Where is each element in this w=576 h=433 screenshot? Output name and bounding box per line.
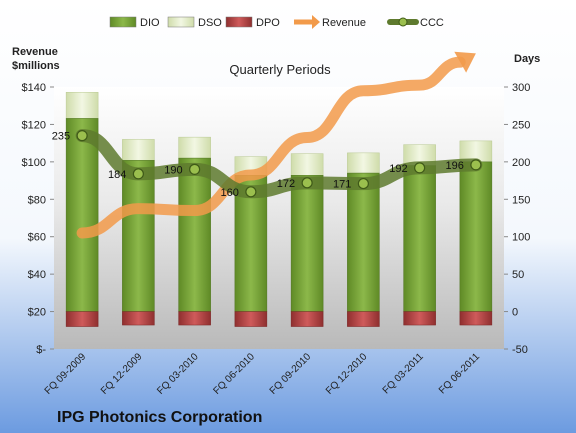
legend-label-ccc: CCC [420, 17, 444, 29]
left-tick-label: $40 [28, 269, 46, 281]
right-tick-label: 150 [512, 194, 530, 206]
ccc-series: 235 184 190 160 172 171 192 196 [52, 129, 483, 199]
chart-title: IPG Photonics Corporation [57, 409, 262, 426]
ccc-data-label: 172 [277, 178, 295, 190]
legend-swatch-dso [167, 16, 195, 28]
dio-bar [403, 165, 436, 312]
legend-swatch-dpo [225, 16, 253, 28]
left-tick-label: $- [36, 344, 46, 356]
legend: DIO DSO DPO Revenue CCC [109, 15, 444, 29]
left-axis-title-line2: $millions [12, 60, 60, 72]
dio-bar [347, 172, 380, 312]
ccc-point [132, 168, 144, 180]
legend-label-revenue: Revenue [322, 17, 366, 29]
ccc-data-label: 171 [333, 179, 351, 191]
right-tick-label: 200 [512, 157, 530, 169]
left-tick-label: $60 [28, 232, 46, 244]
ccc-data-label: 192 [389, 163, 407, 175]
right-tick-label: 250 [512, 119, 530, 131]
right-axis: -50 0 50 100 150 200 250 300 [504, 82, 530, 356]
right-tick-label: 0 [512, 307, 518, 319]
ccc-point [470, 159, 482, 171]
legend-label-dso: DSO [198, 17, 222, 29]
ccc-data-label: 184 [108, 169, 126, 181]
right-tick-label: 50 [512, 269, 524, 281]
dso-bar [122, 139, 155, 161]
ccc-point [189, 163, 201, 175]
bar-series [65, 91, 493, 327]
revenue-line [76, 56, 466, 239]
dpo-bar [122, 311, 155, 326]
ccc-point [245, 186, 257, 198]
ccc-point [414, 162, 426, 174]
ccc-data-label: 196 [446, 160, 464, 172]
revenue-series [76, 51, 476, 239]
revenue-arrowhead [454, 51, 476, 73]
right-tick-label: 300 [512, 82, 530, 94]
dso-bar [347, 152, 380, 174]
left-tick-label: $140 [22, 82, 46, 94]
dpo-bar [347, 311, 380, 327]
left-tick-label: $120 [22, 119, 46, 131]
ccc-point [357, 177, 369, 190]
left-axis: $- $20 $40 $60 $80 $100 $120 $140 [22, 82, 54, 356]
legend-swatch-revenue-head [312, 15, 320, 29]
dpo-bar [459, 311, 493, 326]
legend-swatch-ccc-marker [398, 17, 408, 27]
dpo-bar [234, 311, 268, 327]
dio-bar [122, 160, 155, 312]
ccc-data-label: 235 [52, 131, 70, 143]
legend-label-dpo: DPO [256, 17, 280, 29]
dpo-bar [403, 311, 436, 326]
ccc-data-label: 160 [221, 187, 239, 199]
left-tick-label: $100 [22, 157, 46, 169]
ccc-point [76, 130, 88, 142]
legend-label-dio: DIO [140, 17, 160, 29]
left-axis-title-line1: Revenue [12, 46, 58, 58]
right-axis-title: Days [514, 53, 540, 65]
dio-bar [290, 175, 324, 312]
legend-swatch-dio [109, 16, 137, 28]
left-tick-label: $20 [28, 307, 46, 319]
dso-bar [178, 136, 211, 159]
dio-bar [459, 161, 493, 312]
dso-bar [65, 91, 99, 119]
chart-subtitle: Quarterly Periods [229, 62, 331, 77]
dpo-bar [178, 311, 211, 326]
dpo-bar [65, 311, 99, 327]
right-tick-label: 100 [512, 232, 530, 244]
ccc-point [301, 177, 313, 189]
dso-bar [290, 153, 324, 176]
dio-bar [178, 157, 211, 312]
ccc-data-label: 190 [164, 164, 182, 176]
right-tick-label: -50 [512, 344, 528, 356]
dio-bar [65, 118, 99, 312]
dpo-bar [290, 311, 324, 327]
left-tick-label: $80 [28, 194, 46, 206]
